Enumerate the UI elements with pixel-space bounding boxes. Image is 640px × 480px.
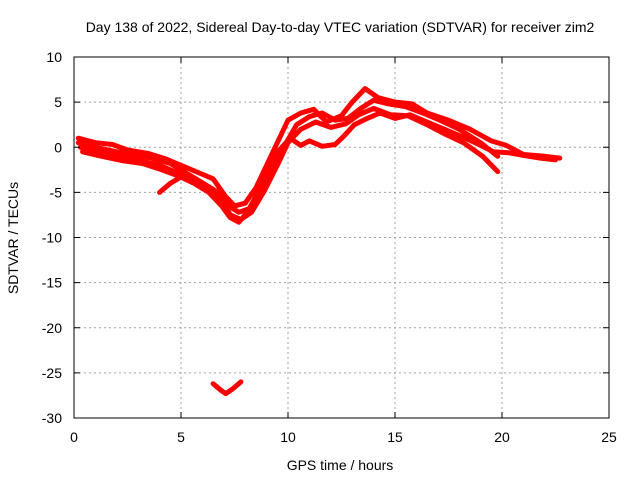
y-tick-labels: -30 -25 -20 -15 -10 -5 0 5 10 <box>42 49 62 426</box>
x-tick-label: 25 <box>601 429 617 445</box>
x-tick-label: 5 <box>177 429 185 445</box>
y-tick-label: 0 <box>54 139 62 155</box>
y-tick-label: -15 <box>42 275 62 291</box>
y-tick-label: -20 <box>42 320 62 336</box>
series-line-track-6 <box>210 379 244 397</box>
x-tick-label: 20 <box>494 429 510 445</box>
ticks <box>73 56 610 419</box>
grid <box>74 57 609 418</box>
x-tick-label: 0 <box>70 429 78 445</box>
x-tick-labels: 0 5 10 15 20 25 <box>70 429 617 445</box>
y-tick-label: -25 <box>42 365 62 381</box>
series-line-track-4 <box>80 110 558 225</box>
y-tick-label: 10 <box>46 49 62 65</box>
x-axis-label: GPS time / hours <box>287 457 394 473</box>
y-tick-label: -10 <box>42 230 62 246</box>
y-tick-label: -30 <box>42 410 62 426</box>
series-layer <box>75 86 563 397</box>
chart-title: Day 138 of 2022, Sidereal Day-to-day VTE… <box>86 19 595 35</box>
x-tick-label: 15 <box>387 429 403 445</box>
y-tick-label: -5 <box>50 184 63 200</box>
y-axis-label: SDTVAR / TECUs <box>5 182 21 294</box>
series-line-track-5 <box>157 174 184 195</box>
x-tick-label: 10 <box>280 429 296 445</box>
y-tick-label: 5 <box>54 94 62 110</box>
